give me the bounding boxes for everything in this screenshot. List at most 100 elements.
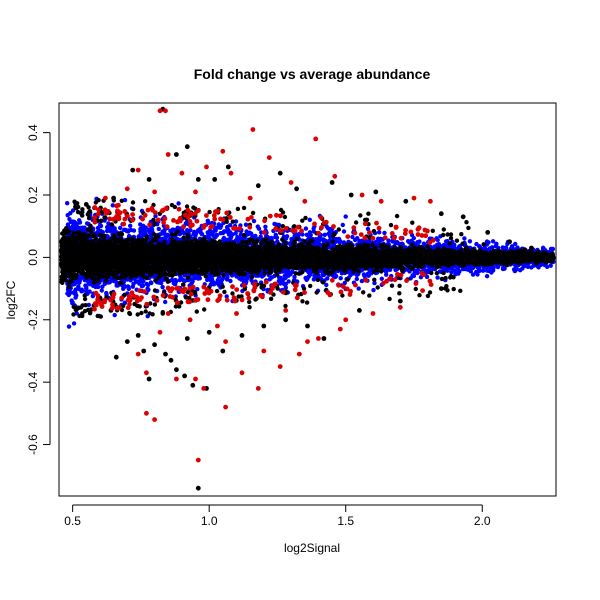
blue-point [191, 231, 196, 237]
blue-point [550, 246, 556, 252]
blue-point [141, 223, 146, 228]
blue-point [67, 217, 72, 222]
blue-point [467, 239, 473, 244]
blue-point [341, 229, 347, 234]
blue-point [372, 280, 377, 286]
blue-point [169, 277, 175, 283]
blue-point [74, 293, 79, 298]
blue-point [218, 231, 223, 236]
blue-point [86, 281, 92, 286]
blue-point [66, 324, 72, 329]
blue-point [283, 275, 288, 280]
blue-point [272, 221, 277, 227]
blue-point [311, 226, 316, 231]
blue-point [382, 230, 387, 236]
blue-point [124, 228, 129, 234]
blue-point [188, 228, 193, 233]
blue-point [176, 201, 181, 206]
blue-point [411, 273, 417, 279]
blue-point [95, 225, 101, 231]
blue-point [484, 274, 490, 279]
blue-point [243, 222, 249, 227]
blue-point [118, 225, 123, 231]
blue-point [256, 226, 262, 231]
blue-point [249, 231, 254, 236]
blue-point [489, 270, 494, 275]
chart-title: Fold change vs average abundance [194, 66, 431, 82]
blue-point [70, 300, 75, 305]
blue-point [493, 244, 498, 249]
blue-point [333, 273, 339, 279]
blue-point [112, 312, 117, 318]
blue-point [224, 276, 230, 282]
blue-point [424, 274, 430, 280]
blue-point [104, 228, 110, 234]
blue-point [421, 241, 427, 246]
blue-point [212, 228, 217, 233]
blue-point [502, 266, 507, 271]
blue-point [70, 223, 76, 229]
blue-point [417, 239, 422, 244]
blue-point [128, 227, 134, 233]
blue-point [356, 286, 361, 291]
blue-point [322, 232, 327, 237]
blue-point [306, 269, 311, 275]
blue-point [286, 279, 291, 284]
blue-point [100, 284, 105, 289]
blue-point [158, 280, 163, 285]
blue-point [311, 277, 317, 282]
blue-point [215, 277, 220, 283]
blue-point [378, 238, 383, 243]
blue-point [96, 284, 101, 290]
blue-point [71, 321, 77, 326]
blue-point [425, 268, 430, 274]
blue-point [251, 218, 257, 224]
blue-point [206, 235, 211, 241]
blue-point [244, 229, 249, 234]
blue-point [177, 277, 182, 283]
blue-point [98, 222, 103, 228]
blue-point [210, 278, 215, 284]
blue-point [263, 224, 268, 229]
blue-point [199, 231, 204, 237]
blue-point [371, 287, 376, 293]
blue-point [377, 230, 382, 235]
blue-point [503, 245, 508, 251]
blue-point [137, 281, 142, 286]
blue-point [77, 220, 83, 225]
blue-point [306, 274, 311, 279]
blue-point [68, 211, 73, 216]
blue-point [513, 265, 519, 271]
blue-point [66, 292, 72, 298]
blue-point [343, 214, 348, 219]
blue-point [486, 240, 491, 245]
blue-point [435, 275, 440, 280]
blue-point [379, 276, 384, 281]
blue-point [359, 278, 365, 284]
blue-point [130, 284, 135, 289]
blue-point [307, 217, 312, 222]
blue-point [338, 276, 343, 281]
blue-point [99, 288, 105, 293]
blue-point [529, 265, 534, 270]
blue-point [163, 299, 168, 305]
blue-point [457, 269, 462, 274]
blue-point [304, 232, 310, 237]
blue-point [195, 228, 201, 233]
blue-point [462, 236, 467, 241]
blue-point [474, 269, 479, 275]
blue-point [394, 240, 400, 245]
blue-point [72, 219, 77, 225]
blue-point [65, 201, 70, 206]
blue-point [548, 263, 553, 268]
blue-point [490, 239, 496, 244]
blue-point [361, 272, 367, 277]
blue-point [354, 276, 359, 282]
blue-point [226, 232, 232, 237]
blue-point [470, 272, 476, 277]
blue-point [156, 226, 161, 232]
blue-point [480, 268, 486, 273]
blue-point [205, 230, 210, 235]
blue-point [324, 224, 329, 229]
